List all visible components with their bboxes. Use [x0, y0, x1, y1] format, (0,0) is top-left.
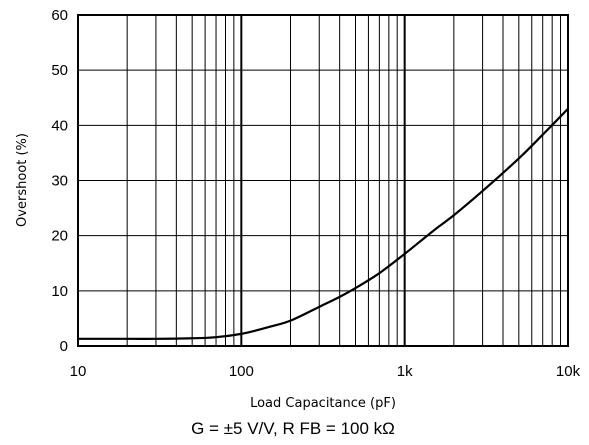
y-tick-label: 20	[51, 228, 68, 245]
x-tick-label: 1k	[397, 363, 413, 380]
x-tick-label: 10k	[556, 363, 581, 380]
grid-lines	[78, 15, 568, 346]
series-layer	[77, 108, 569, 340]
x-tick-labels: 10 100 1k 10k	[70, 363, 581, 380]
x-axis-title: Load Capacitance (pF)	[250, 396, 396, 411]
plot-frame	[77, 14, 569, 347]
y-tick-labels: 0 10 20 30 40 50 60	[51, 7, 68, 355]
overshoot-curve	[77, 108, 569, 340]
y-tick-label: 10	[51, 283, 68, 300]
chart-caption: G = ±5 V/V, R FB = 100 kΩ	[191, 419, 395, 438]
y-tick-label: 0	[60, 338, 68, 355]
y-tick-label: 30	[51, 173, 68, 190]
y-tick-label: 40	[51, 117, 68, 134]
y-axis-title: Overshoot (%)	[15, 133, 30, 227]
x-tick-label: 100	[229, 363, 254, 380]
y-tick-label: 50	[51, 62, 68, 79]
y-tick-label: 60	[51, 7, 68, 24]
x-tick-label: 10	[70, 363, 87, 380]
